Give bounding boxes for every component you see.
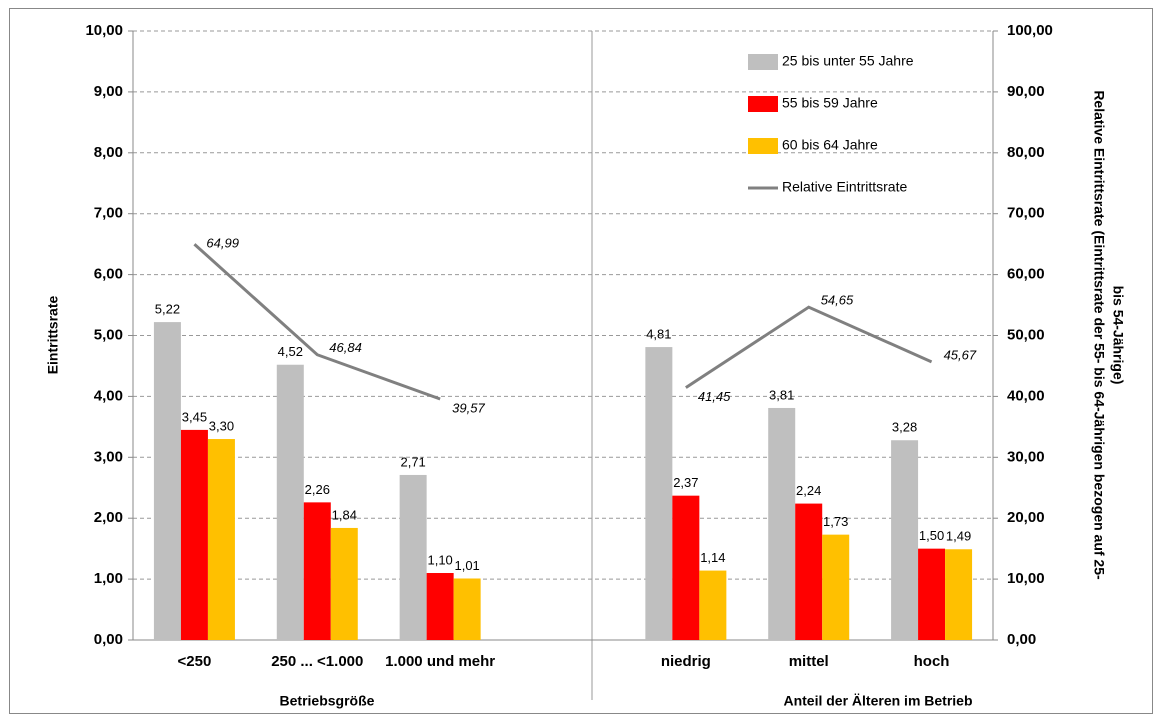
bar-value-label: 1,49: [946, 529, 971, 544]
line: [685, 305, 933, 389]
line: [193, 243, 441, 401]
y-tick-label: 5,00: [94, 326, 123, 343]
x-tick-label: hoch: [914, 653, 950, 670]
y-axis-label: Eintrittsrate: [45, 296, 61, 375]
bar: [918, 548, 946, 640]
x-tick-label: 250 ... <1.000: [271, 653, 363, 670]
legend-label: 60 bis 64 Jahre: [782, 137, 878, 153]
y2-tick-label: 80,00: [1007, 144, 1045, 161]
bar: [891, 440, 919, 640]
x-tick-label: <250: [178, 653, 212, 670]
legend-label: Relative Eintrittsrate: [782, 179, 907, 195]
legend-swatch: [748, 96, 778, 112]
y-tick-label: 1,00: [94, 570, 123, 587]
bar-value-label: 2,24: [796, 483, 821, 498]
y-tick-label: 9,00: [94, 83, 123, 100]
line-value-label: 64,99: [206, 236, 239, 251]
y2-tick-label: 10,00: [1007, 570, 1045, 587]
bar-value-label: 1,14: [700, 550, 725, 565]
y2-tick-label: 60,00: [1007, 266, 1045, 283]
legend-label: 25 bis unter 55 Jahre: [782, 53, 914, 69]
bar-value-label: 1,50: [919, 528, 944, 543]
bar: [699, 570, 727, 640]
x-tick-label: mittel: [789, 653, 829, 670]
bar: [276, 364, 304, 640]
bar: [330, 527, 358, 640]
bar-value-label: 2,26: [305, 482, 330, 497]
y2-tick-label: 50,00: [1007, 326, 1045, 343]
bar-value-label: 1,01: [454, 558, 479, 573]
bar: [822, 534, 850, 640]
y-tick-label: 6,00: [94, 266, 123, 283]
legend-swatch: [748, 54, 778, 70]
y2-tick-label: 20,00: [1007, 509, 1045, 526]
bar: [303, 502, 331, 640]
bar-value-label: 3,28: [892, 420, 917, 435]
bar-value-label: 2,37: [673, 475, 698, 490]
bar-value-label: 3,81: [769, 387, 794, 402]
y2-tick-label: 90,00: [1007, 83, 1045, 100]
bar: [672, 495, 700, 640]
y2-tick-label: 70,00: [1007, 205, 1045, 222]
line-value-label: 46,84: [329, 340, 362, 355]
bar-value-label: 2,71: [400, 454, 425, 469]
bar: [399, 474, 427, 640]
y2-tick-label: 0,00: [1007, 631, 1036, 648]
legend-label: 55 bis 59 Jahre: [782, 95, 878, 111]
y2-tick-label: 100,00: [1007, 22, 1053, 39]
bar: [795, 503, 823, 640]
line-value-label: 45,67: [944, 347, 977, 362]
line-value-label: 41,45: [698, 389, 731, 404]
y-tick-label: 4,00: [94, 387, 123, 404]
y2-tick-label: 40,00: [1007, 387, 1045, 404]
y2-axis-label: bis 54-Jährige): [1110, 286, 1126, 385]
bar-value-label: 1,73: [823, 514, 848, 529]
frame: [9, 8, 1153, 714]
bar: [945, 549, 973, 640]
bar-value-label: 4,52: [278, 344, 303, 359]
bar-value-label: 1,10: [427, 552, 452, 567]
bar-value-label: 1,84: [332, 507, 357, 522]
bar-value-label: 4,81: [646, 327, 671, 342]
y2-tick-label: 30,00: [1007, 448, 1045, 465]
y-tick-label: 3,00: [94, 448, 123, 465]
y-tick-label: 7,00: [94, 205, 123, 222]
x-tick-label: niedrig: [661, 653, 711, 670]
line-value-label: 39,57: [452, 400, 485, 415]
y-tick-label: 10,00: [85, 22, 123, 39]
bar: [207, 439, 235, 640]
bar: [768, 407, 796, 640]
bar: [645, 347, 673, 640]
y-tick-label: 0,00: [94, 631, 123, 648]
bar: [426, 573, 454, 640]
y-tick-label: 2,00: [94, 509, 123, 526]
y-tick-label: 8,00: [94, 144, 123, 161]
legend-swatch: [748, 138, 778, 154]
bar: [180, 429, 208, 640]
y2-axis-label: Relative Eintrittsrate (Eintrittsrate de…: [1091, 90, 1107, 580]
x-tick-label: 1.000 und mehr: [385, 653, 495, 670]
bar: [153, 322, 181, 640]
bar-value-label: 3,45: [182, 409, 207, 424]
bar-value-label: 3,30: [209, 418, 234, 433]
bar: [453, 578, 481, 640]
bar-value-label: 5,22: [155, 302, 180, 317]
group-label: Anteil der Älteren im Betrieb: [783, 693, 972, 709]
group-label: Betriebsgröße: [280, 693, 375, 709]
line-value-label: 54,65: [821, 293, 854, 308]
